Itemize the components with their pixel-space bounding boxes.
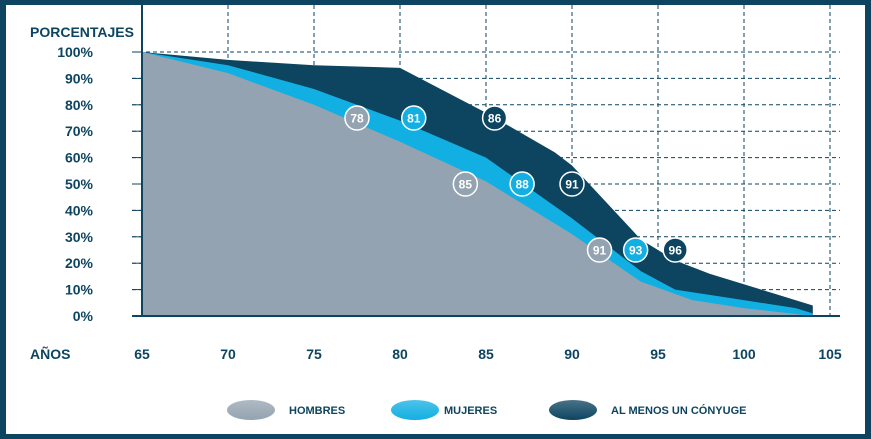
- legend-swatch: [549, 400, 597, 420]
- x-tick-label: 70: [220, 346, 236, 362]
- y-tick-label: 50%: [65, 176, 94, 192]
- y-axis-title: PORCENTAJES: [30, 24, 134, 40]
- age-badge-label: 86: [488, 112, 502, 126]
- y-tick-label: 40%: [65, 202, 94, 218]
- legend-label: MUJERES: [444, 405, 497, 417]
- y-tick-label: 70%: [65, 123, 94, 139]
- legend-label: HOMBRES: [289, 405, 345, 417]
- legend-label: AL MENOS UN CÓNYUGE: [611, 404, 746, 417]
- age-badge-label: 91: [565, 178, 579, 192]
- age-badge: [481, 105, 508, 131]
- age-badge-label: 96: [669, 244, 683, 258]
- x-tick-label: 90: [564, 346, 580, 362]
- y-tick-label: 30%: [65, 229, 94, 245]
- x-tick-label: 75: [306, 346, 322, 362]
- age-badge: [452, 171, 479, 197]
- y-tick-label: 80%: [65, 97, 94, 113]
- age-badge: [662, 237, 688, 263]
- age-badge-label: 85: [459, 178, 473, 192]
- age-badge: [622, 237, 649, 263]
- y-tick-label: 0%: [73, 308, 94, 324]
- y-tick-label: 60%: [65, 150, 94, 166]
- age-badge: [344, 105, 370, 131]
- y-tick-label: 90%: [65, 70, 94, 86]
- x-tick-label: 105: [818, 346, 842, 362]
- age-badge: [401, 105, 427, 131]
- age-badge-label: 78: [350, 112, 364, 126]
- x-tick-label: 85: [478, 346, 494, 362]
- x-axis-title: AÑOS: [30, 345, 70, 362]
- age-badge: [586, 237, 613, 263]
- age-badge-label: 93: [629, 244, 643, 258]
- y-tick-label: 100%: [57, 44, 93, 60]
- y-tick-label: 20%: [65, 255, 94, 271]
- age-badge: [509, 171, 535, 197]
- legend-swatch: [391, 400, 439, 420]
- age-badge-label: 91: [593, 244, 607, 258]
- x-tick-label: 100: [732, 346, 756, 362]
- age-badge-label: 81: [407, 112, 421, 126]
- x-tick-label: 80: [392, 346, 408, 362]
- legend-swatch: [227, 400, 275, 420]
- x-tick-label: 65: [134, 346, 150, 362]
- y-tick-label: 10%: [65, 282, 94, 298]
- x-tick-label: 95: [650, 346, 666, 362]
- age-badge-label: 88: [515, 178, 529, 192]
- age-badge: [559, 171, 585, 197]
